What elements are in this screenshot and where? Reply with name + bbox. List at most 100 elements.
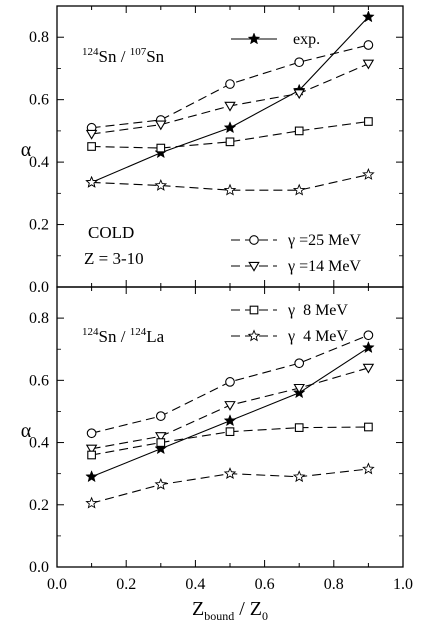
panel-title-part-0: 124 [82,46,99,58]
legend-marker-g14 [248,261,260,272]
data-point-g8 [156,143,166,153]
data-point-g14 [85,129,98,140]
legend-item-g25: γ =25 MeV [231,232,361,249]
series-g8 [87,422,373,460]
x-tick-label: 1.0 [393,576,413,593]
legend-label: γ =25 MeV [287,232,361,249]
series-line-g8 [91,120,369,149]
y-tick-label: 0.8 [29,310,49,327]
y-axis-label: α [21,139,32,161]
legend-marker-g8 [249,305,259,315]
data-point-g4 [292,470,306,483]
series-g8 [87,117,373,153]
data-point-g4 [292,183,306,196]
series-exp [85,340,375,483]
data-point-g14 [293,89,305,100]
series-line-g4 [91,174,369,191]
data-point-exp [362,10,375,23]
data-point-g25 [86,428,97,439]
data-point-g4 [154,477,168,490]
data-point-g4 [223,467,237,480]
data-point-exp [223,414,237,427]
panel-title-part-3: La [146,327,164,346]
x-axis-label: Zbound / Z0 [192,598,268,623]
y-tick-label: 0.4 [29,435,49,452]
data-point-g25 [294,57,305,68]
legend-label: γ 4 MeV [287,328,348,345]
data-point-g14 [362,363,375,374]
y-axis-label: α [21,420,32,442]
data-point-g25 [225,377,235,387]
data-point-g8 [87,142,96,151]
y-tick-label: 0.4 [29,154,49,171]
annotation-cold-part-0: COLD [88,223,134,242]
x-axis-label-part-0: Z [192,598,204,620]
data-point-g14 [155,120,167,131]
panel-bottom: 0.0 0.2 0.4 0.6 0.8 0.0 0.2 0.4 0.6 0.8 1.0 α Zbound… [21,286,413,623]
data-point-g4 [85,175,98,188]
data-point-g25 [155,411,166,421]
data-point-g25 [294,358,305,369]
legend-label: γ =14 MeV [287,258,361,275]
data-point-g4 [85,496,98,509]
data-point-exp [362,340,375,354]
legend-marker-g4 [247,329,261,342]
y-tick-label: 0.2 [29,217,49,234]
data-point-g8 [364,117,373,126]
panel-title: 124Sn / 107Sn [82,46,165,66]
series-line-exp [91,347,369,478]
data-point-g14 [224,401,236,411]
panel-title-part-3: Sn [146,47,164,66]
y-tick-label: 0.2 [29,497,49,514]
legend-item-g4: γ 4 MeV [231,328,348,345]
data-point-g8 [364,422,373,432]
series-g4 [85,462,375,509]
x-axis-label-part-3: 0 [262,609,268,623]
x-tick-label: 0.2 [116,576,136,593]
data-point-g8 [225,427,235,437]
data-point-g8 [156,438,166,447]
data-point-g4 [223,183,237,196]
y-tick-label: 0.6 [29,372,49,389]
panel-title-part-2: 107 [130,46,147,58]
data-point-g14 [293,383,305,394]
panel-title-part-1: Sn / [99,47,130,66]
x-axis-label-part-2: / Z [234,598,262,620]
data-point-g14 [155,432,167,443]
x-tick-label: 0.8 [324,576,344,593]
legend-item-g14: γ =14 MeV [231,258,361,275]
data-point-g8 [294,126,304,136]
data-point-g14 [85,444,98,455]
series-exp [85,10,375,188]
series-g4 [85,168,375,196]
legend-item-exp: exp. [231,31,320,48]
annotation-z-range: Z = 3-10 [84,249,144,268]
y-tick-label: 0.8 [29,29,49,46]
legend-item-g8: γ 8 MeV [231,302,348,319]
x-axis-label-part-1: bound [204,609,234,623]
panel-title-part-1: Sn / [99,327,130,346]
annotation-z-range-part-0: Z = 3-10 [84,249,144,268]
legend-marker-exp [247,32,261,45]
data-point-g8 [87,450,96,460]
annotation-cold: COLD [88,223,134,242]
data-point-g4 [154,178,168,191]
data-point-g8 [294,423,304,432]
panel-title-part-0: 124 [82,326,99,338]
series-g25 [86,330,374,439]
legend-label: exp. [293,31,320,48]
panel-top: 0.0 0.2 0.4 0.6 0.8 α 124Sn / 107Sn COLD Z = 3-1… [21,5,404,296]
y-tick-label: 0.0 [29,559,49,576]
x-tick-label: 0.6 [255,576,275,593]
data-point-exp [85,470,98,483]
panel-title: 124Sn / 124La [82,326,165,346]
series-line-exp [91,16,369,183]
legend-label: γ 8 MeV [287,302,348,319]
data-point-g14 [362,59,375,70]
data-point-exp [223,121,237,134]
panel-title-part-2: 124 [130,326,147,338]
x-tick-label: 0.0 [47,576,67,593]
data-point-g4 [362,462,375,475]
x-tick-label: 0.4 [185,576,205,593]
